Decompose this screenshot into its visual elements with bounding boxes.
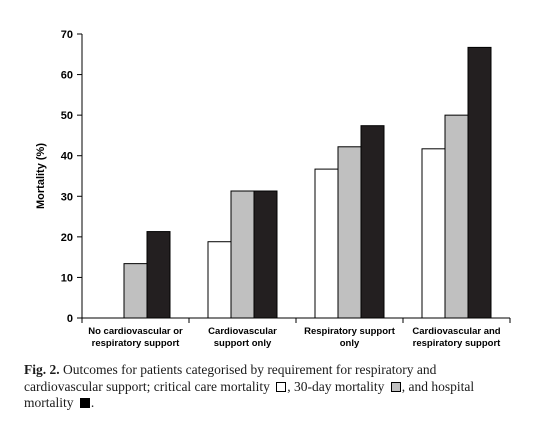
mortality-bar-chart: 0 10 20 30 40 50 60 70 Mortality (%) No cardiovas…	[35, 29, 511, 349]
hospital-legend-swatch	[79, 398, 90, 408]
y-tick-label: 50	[61, 110, 73, 122]
y-tick-label: 10	[61, 272, 73, 284]
bar-critical	[314, 168, 339, 319]
thirty-day-legend-swatch	[390, 381, 401, 392]
y-tick-label: 30	[61, 191, 73, 203]
y-axis-label: Mortality (%)	[35, 143, 47, 209]
caption-text-2: , 30-day mortality	[287, 378, 388, 394]
x-category-label: respiratory support	[413, 338, 501, 349]
caption-text-3: , and hospital mortality	[24, 378, 475, 411]
caption-text-4: .	[90, 395, 95, 410]
bar-thirty	[230, 190, 255, 319]
bar-thirty	[123, 263, 148, 319]
x-category-label: respiratory support	[92, 338, 180, 349]
bar-critical	[421, 148, 446, 319]
x-category-label: support only	[214, 338, 272, 349]
bar-thirty	[444, 114, 469, 319]
y-tick-label: 20	[61, 232, 73, 244]
figure-caption: Fig. 2. Outcomes for patients categorise…	[24, 362, 514, 412]
y-tick-label: 0	[67, 313, 73, 325]
x-category-label: Cardiovascular and	[412, 326, 500, 337]
bar-thirty	[337, 146, 362, 319]
critical-care-legend-swatch	[276, 381, 287, 392]
figure-label: Fig. 2.	[24, 362, 60, 377]
x-category-label: Cardiovascular	[208, 326, 277, 337]
y-tick-label: 40	[61, 151, 73, 163]
x-category-label: Respiratory support	[304, 326, 396, 337]
bar-critical	[207, 241, 232, 319]
caption-text-1: Outcomes for patients categorised by req…	[24, 362, 437, 394]
y-tick-label: 70	[61, 29, 73, 41]
bar-hospital	[146, 231, 171, 319]
bar-hospital	[467, 46, 492, 319]
bar-hospital	[360, 125, 385, 319]
x-category-label: No cardiovascular or	[88, 326, 183, 337]
y-tick-label: 60	[61, 70, 73, 82]
x-category-label: only	[340, 338, 360, 349]
bar-hospital	[253, 190, 278, 319]
